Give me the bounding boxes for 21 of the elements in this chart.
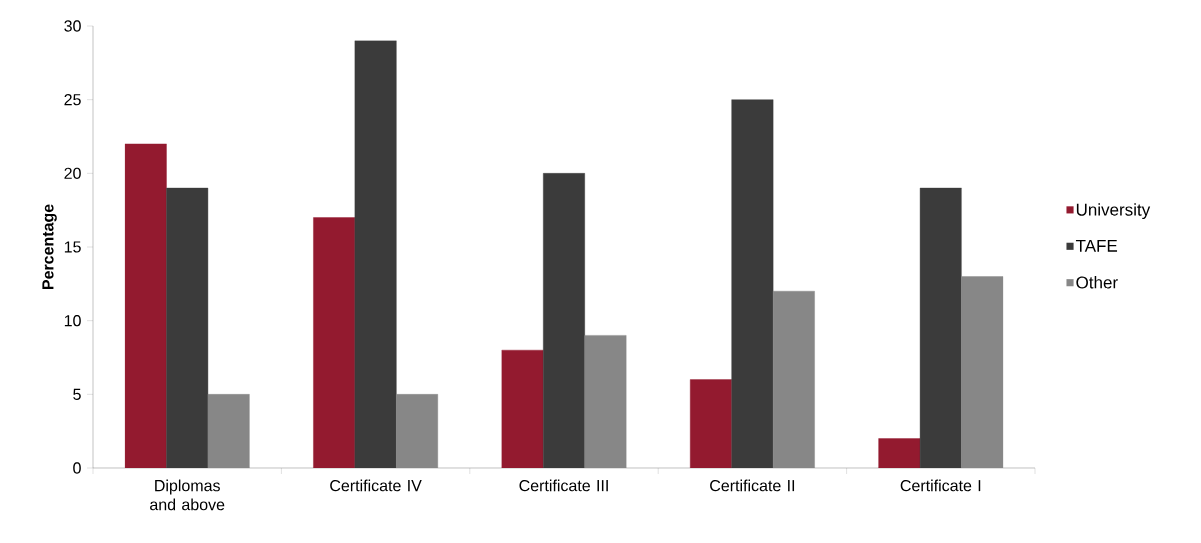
y-tick-label: 15 [64,241,81,253]
x-tick-label: Certificate II [710,479,795,492]
x-tick-label: Certificate III [519,479,608,492]
y-axis-title: Percentage [42,204,57,290]
y-tick-label: 20 [64,167,81,179]
x-tick-label: Diplomas and above [150,479,225,511]
legend-label: Other [1076,276,1118,289]
x-tick-label: Certificate IV [330,479,422,492]
bar [313,217,356,468]
legend-label: TAFE [1075,239,1118,252]
y-tick-label: 0 [73,462,81,474]
x-tick-label: Certificate I [900,479,981,492]
y-tick-label: 25 [64,94,81,106]
y-tick-label: 10 [64,315,81,327]
y-tick-label: 5 [73,388,81,400]
legend-label: University [1076,203,1151,220]
y-tick-label: 30 [64,20,81,32]
bar [501,349,544,468]
bar [124,143,167,468]
bar [690,379,732,468]
bar [878,438,921,468]
